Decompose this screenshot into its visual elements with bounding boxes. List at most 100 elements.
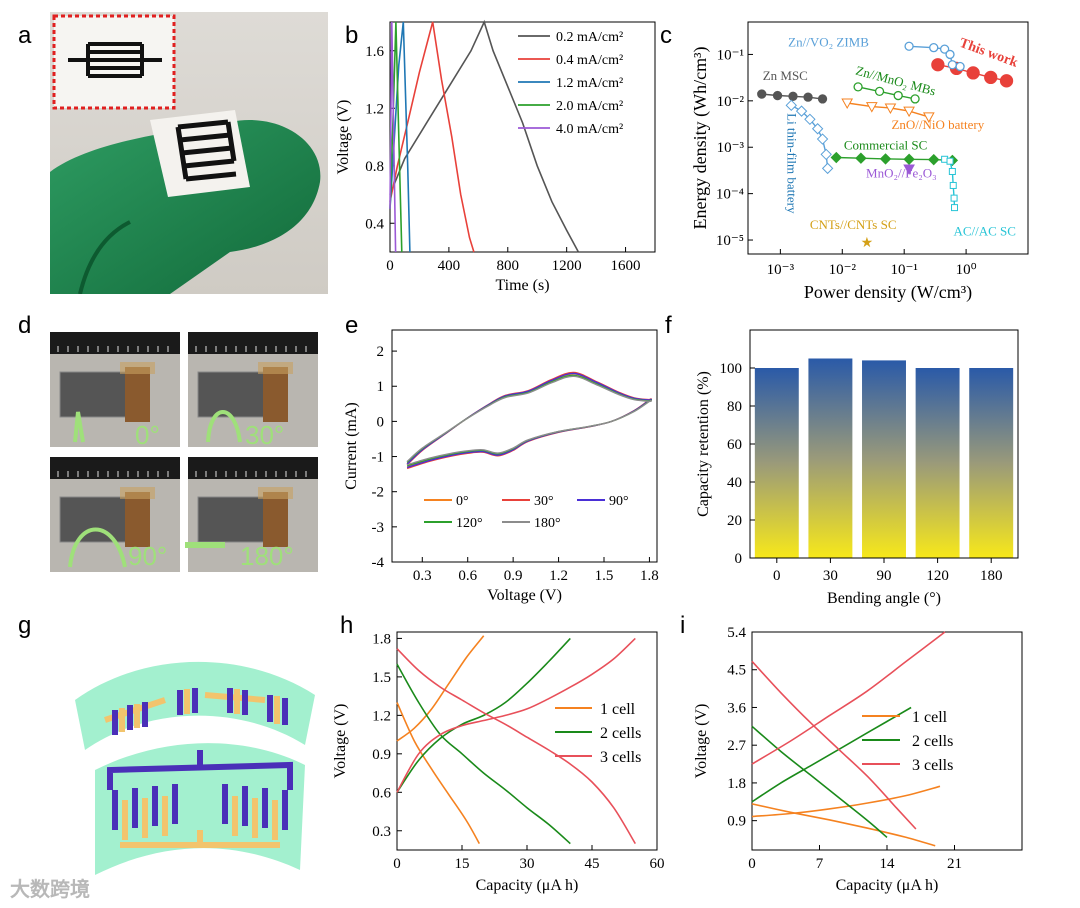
chart-b-series-line xyxy=(389,19,580,253)
chart-e-ytick-label: -2 xyxy=(372,485,385,501)
chart-i-ytick-label: 2.7 xyxy=(727,738,746,754)
chart-c-point xyxy=(950,194,958,202)
chart-c-series-annotation: This work xyxy=(957,36,1020,71)
chart-b-legend-label: 0.4 mA/cm² xyxy=(556,53,623,68)
chart-b-xtick-label: 1600 xyxy=(611,258,641,274)
chart-c-series-annotation: CNTs//CNTs SC xyxy=(810,217,897,232)
chart-c-point xyxy=(795,105,808,117)
chart-c-point xyxy=(772,90,783,101)
chart-e-xtick-label: 0.9 xyxy=(504,568,523,584)
chart-f-xtick-label: 0 xyxy=(773,568,781,584)
chart-i-legend-label: 1 cell xyxy=(912,709,948,726)
chart-h-ylabel: Voltage (V) xyxy=(332,704,349,779)
chart-i-xtick-label: 21 xyxy=(947,856,962,872)
panel-label-f: f xyxy=(665,312,672,339)
chart-f-bar xyxy=(915,368,960,558)
chart-f-bar xyxy=(862,360,906,558)
chart-h-xlabel: Capacity (μA h) xyxy=(476,877,579,894)
chart-f-ylabel: Capacity retention (%) xyxy=(695,371,712,517)
watermark: 大数跨境 xyxy=(10,879,90,901)
chart-c-series-annotation: Li thin-film battery xyxy=(784,113,799,214)
chart-h-legend-label: 2 cells xyxy=(600,725,641,742)
chart-c-point xyxy=(903,106,915,118)
chart-c-point xyxy=(945,49,955,60)
chart-c-point xyxy=(999,74,1014,88)
panel-label-g: g xyxy=(18,612,32,639)
chart-i-discharge-curve xyxy=(751,725,888,839)
chart-i-ylabel: Voltage (V) xyxy=(693,704,710,779)
chart-h-xtick-label: 60 xyxy=(650,856,665,872)
chart-b-legend-label: 2.0 mA/cm² xyxy=(556,99,623,114)
chart-h-xtick-label: 45 xyxy=(585,856,600,872)
chart-c-point xyxy=(951,204,959,212)
chart-b-ylabel: Voltage (V) xyxy=(335,100,352,175)
chart-c-series-annotation: AC//AC SC xyxy=(953,224,1016,239)
chart-i-ytick-label: 4.5 xyxy=(727,663,746,679)
chart-b-ytick-label: 0.8 xyxy=(365,159,384,175)
chart-h-ytick-label: 1.5 xyxy=(372,670,391,686)
chart-b-xtick-label: 0 xyxy=(386,258,394,274)
chart-f-xtick-label: 90 xyxy=(877,568,892,584)
chart-c-series-annotation: MnO₂//Fe₂O₃ xyxy=(866,166,937,181)
chart-e-ytick-label: -3 xyxy=(372,520,385,536)
chart-h-ytick-label: 0.6 xyxy=(372,785,391,801)
chart-e-xtick-label: 0.6 xyxy=(458,568,477,584)
chart-e-xtick-label: 1.2 xyxy=(549,568,568,584)
chart-c-ytick-label: 10⁻¹ xyxy=(717,47,744,63)
chart-e-xtick-label: 1.8 xyxy=(640,568,659,584)
chart-c-point xyxy=(946,157,954,165)
chart-e-cv-curve xyxy=(406,375,653,466)
chart-b-xtick-label: 1200 xyxy=(552,258,582,274)
chart-f-bar xyxy=(808,358,853,558)
chart-h-ytick-label: 0.3 xyxy=(372,824,391,840)
chart-c-point xyxy=(803,92,813,102)
chart-i-charge-curve xyxy=(751,706,912,803)
chart-i-ytick-label: 0.9 xyxy=(727,814,746,830)
chart-i-xtick-label: 0 xyxy=(748,856,756,872)
chart-c-point xyxy=(821,162,834,175)
panel-label-c: c xyxy=(660,22,672,49)
chart-c-point xyxy=(922,112,935,123)
chart-h-discharge-curve xyxy=(396,663,571,845)
chart-c-xtick-label: 10⁻³ xyxy=(767,262,795,278)
chart-c-ytick-label: 10⁻⁴ xyxy=(716,187,744,203)
chart-e-xtick-label: 1.5 xyxy=(595,568,614,584)
chart-c-point xyxy=(984,70,998,85)
chart-i-ytick-label: 1.8 xyxy=(727,776,746,792)
chart-c-frame xyxy=(747,21,1029,255)
chart-i-charge-curve xyxy=(751,631,946,765)
chart-c-point xyxy=(931,58,945,72)
chart-e-ytick-label: 1 xyxy=(377,379,385,395)
chart-f-bar xyxy=(754,368,799,558)
chart-e-frame xyxy=(391,329,658,563)
chart-c-point xyxy=(903,164,915,176)
chart-c-point xyxy=(855,152,867,164)
chart-e-xtick-label: 0.3 xyxy=(413,568,432,584)
chart-c-point xyxy=(904,41,914,51)
chart-c-point xyxy=(865,102,878,113)
chart-b-xtick-label: 400 xyxy=(438,258,461,274)
panel-label-a: a xyxy=(18,22,32,49)
chart-c-point xyxy=(874,86,885,97)
chart-e-ytick-label: -1 xyxy=(372,450,385,466)
chart-f-ytick-label: 60 xyxy=(727,437,742,453)
chart-c-point xyxy=(893,90,903,101)
chart-h-xtick-label: 30 xyxy=(520,856,535,872)
chart-c-xtick-label: 10⁰ xyxy=(956,262,977,278)
chart-f-xtick-label: 120 xyxy=(926,568,949,584)
chart-i-discharge-curve xyxy=(751,803,936,847)
chart-b-xlabel: Time (s) xyxy=(495,277,549,294)
panel-label-b: b xyxy=(345,22,359,49)
chart-c-series-annotation: Commercial SC xyxy=(844,137,927,152)
chart-c-xtick-label: 10⁻² xyxy=(829,262,857,278)
photo-panel-a xyxy=(50,12,328,294)
chart-c-point xyxy=(841,98,854,109)
chart-h-discharge-curve xyxy=(396,702,481,844)
angle-label-180: 180° xyxy=(240,541,294,571)
chart-b-ytick-label: 1.6 xyxy=(365,44,384,60)
chart-c-point xyxy=(788,91,798,101)
chart-c-point xyxy=(879,153,892,165)
chart-i-ytick-label: 5.4 xyxy=(727,625,746,641)
chart-c-point xyxy=(884,103,897,115)
panel-label-i: i xyxy=(680,612,686,639)
